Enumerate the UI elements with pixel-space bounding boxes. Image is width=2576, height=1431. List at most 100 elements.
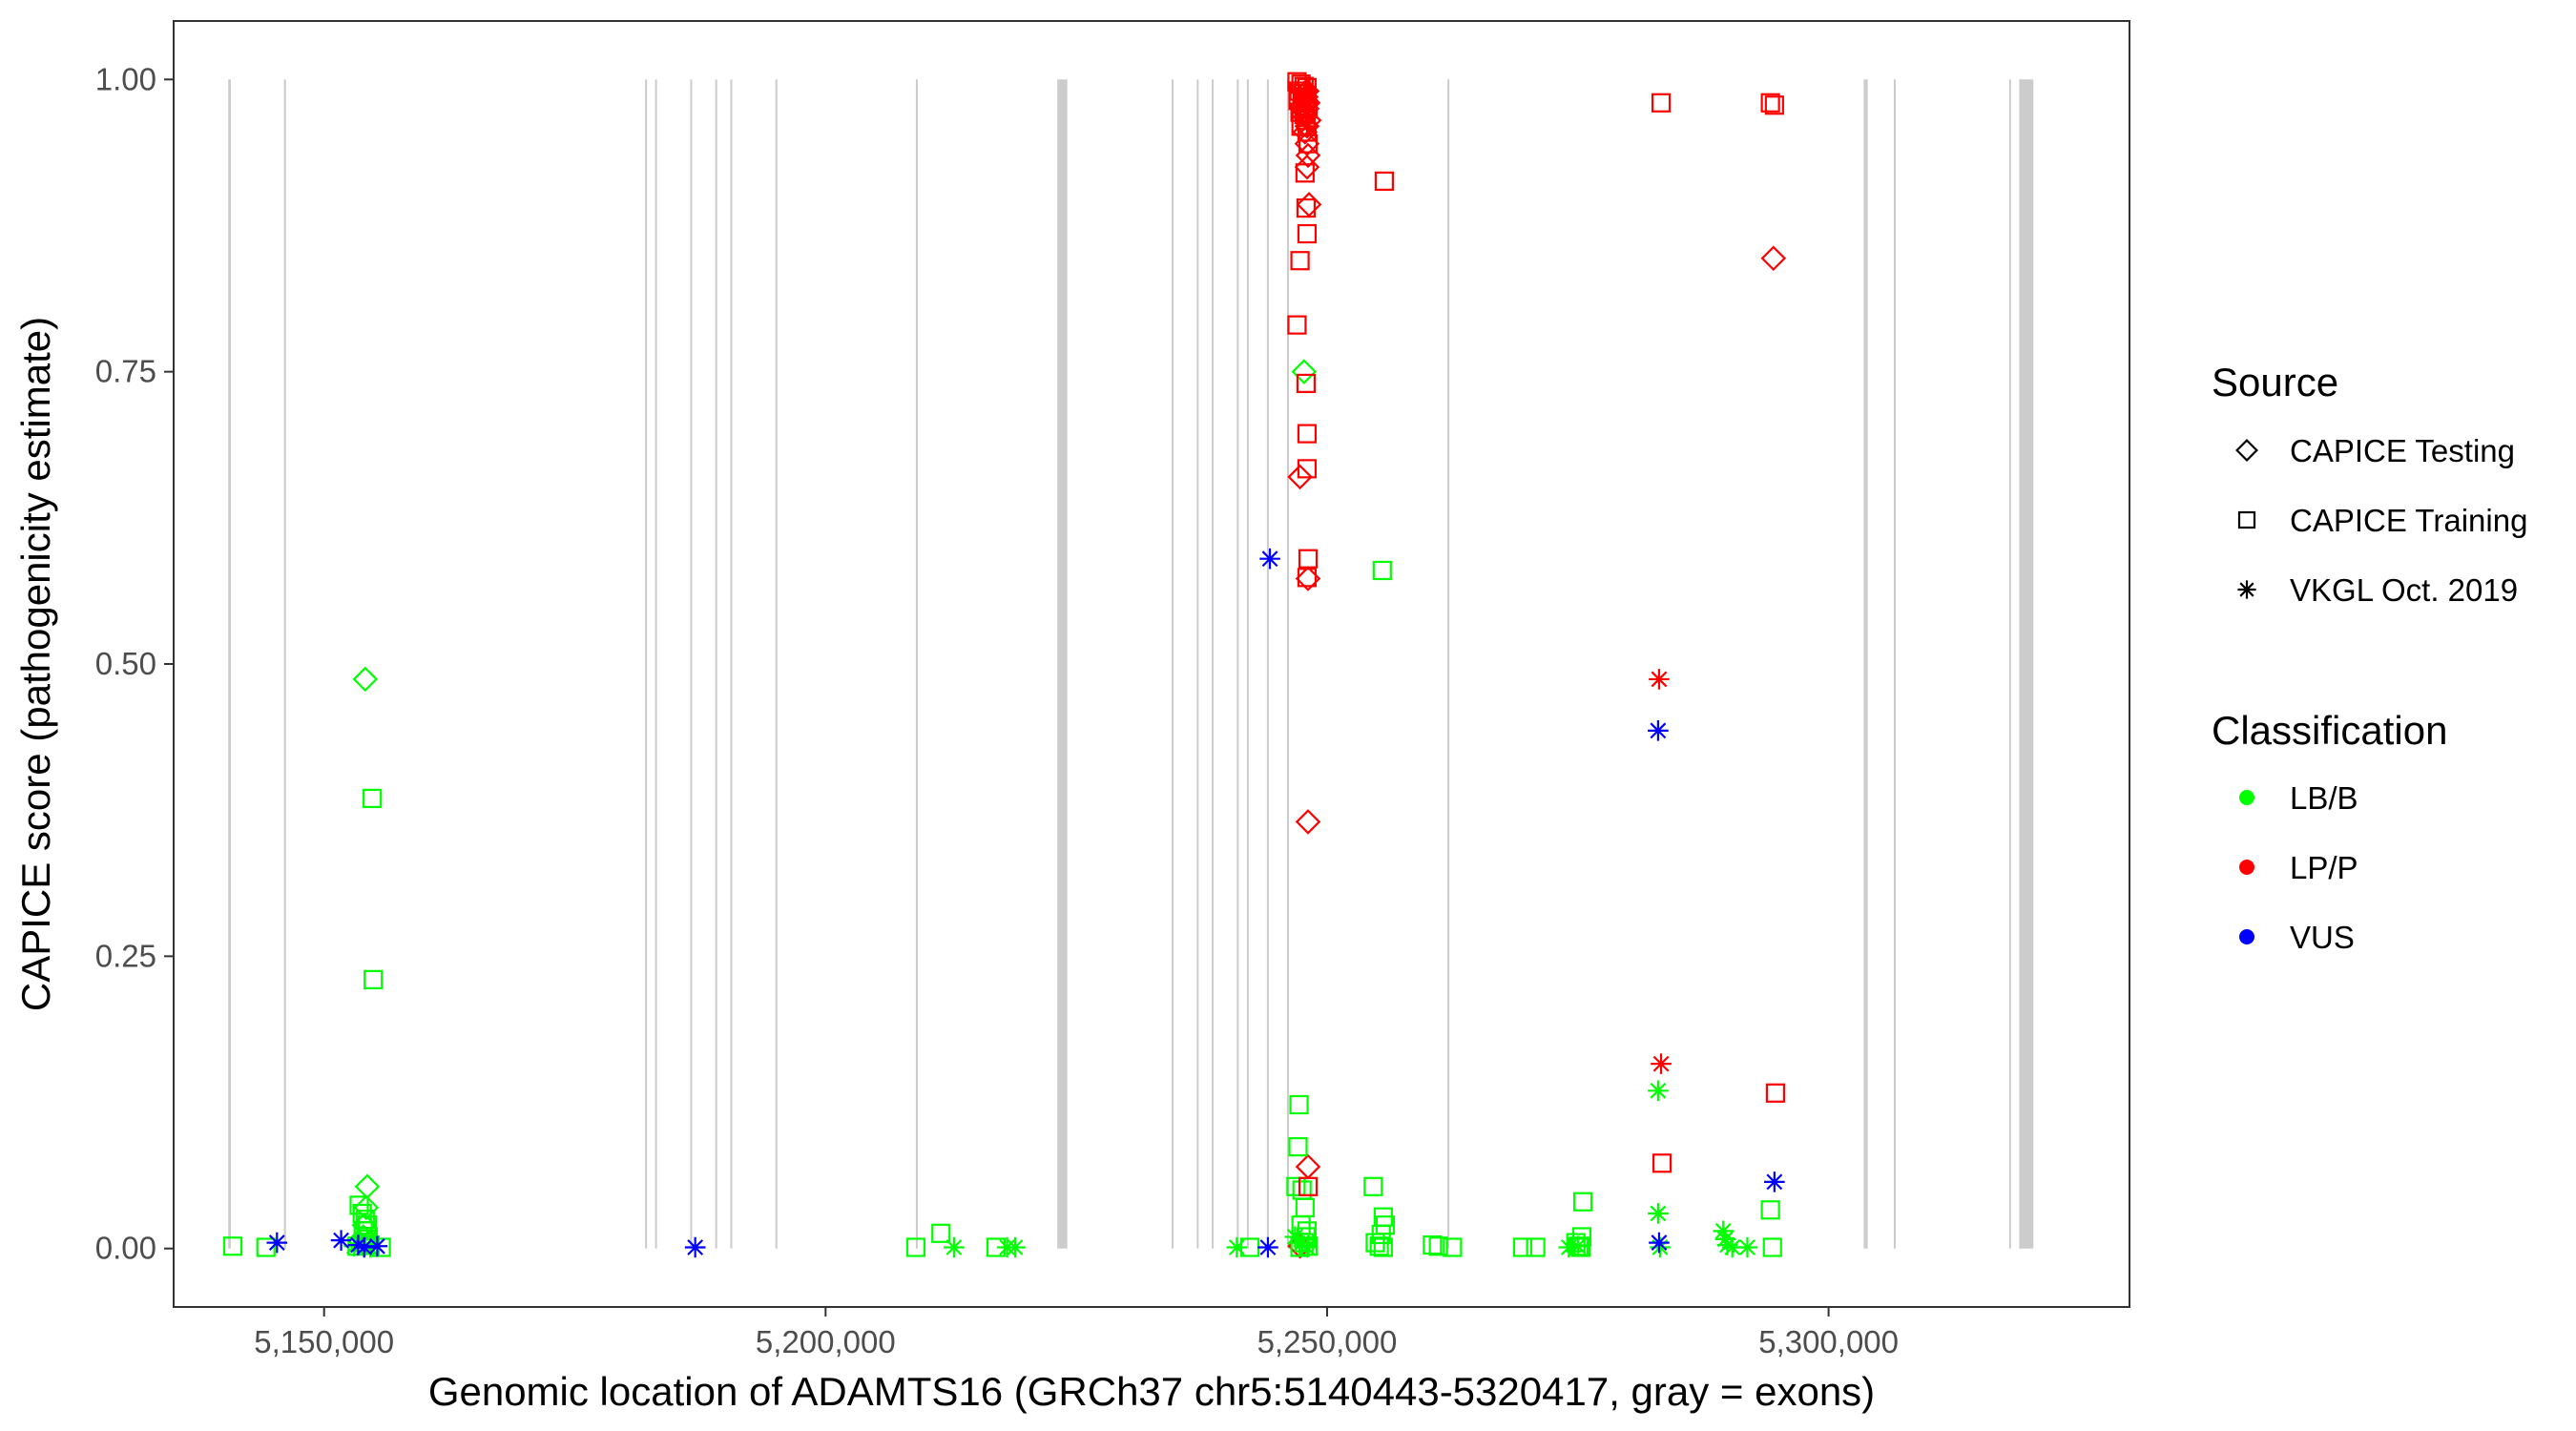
x-tick-label: 5,300,000 <box>1758 1324 1899 1359</box>
y-tick-label: 0.25 <box>95 938 156 973</box>
data-point <box>1289 1094 1309 1115</box>
exon-band <box>730 79 733 1249</box>
x-axis: 5,150,000 5,200,000 5,250,000 5,300,000 <box>254 1307 1899 1359</box>
exon-band <box>1172 79 1174 1249</box>
data-point <box>1295 1153 1321 1180</box>
x-tick-label: 5,150,000 <box>254 1324 394 1359</box>
data-point <box>1649 1232 1670 1254</box>
data-point <box>1649 669 1670 690</box>
data-point <box>931 1223 951 1243</box>
exon-band <box>1212 79 1215 1249</box>
data-point <box>905 1237 926 1257</box>
data-point <box>1297 568 1318 588</box>
data-point <box>1764 95 1784 115</box>
exon-band <box>228 79 231 1249</box>
data-point <box>1290 251 1310 271</box>
exon-band <box>1286 79 1290 1249</box>
data-point <box>222 1236 243 1256</box>
exon-band <box>2008 79 2011 1249</box>
legend-label: CAPICE Testing <box>2290 433 2515 468</box>
data-point <box>1295 1197 1315 1217</box>
data-point <box>1736 1236 1758 1258</box>
x-tick-label: 5,200,000 <box>756 1324 896 1359</box>
legend-key-diamond <box>2235 439 2258 462</box>
data-point <box>944 1236 965 1258</box>
y-tick-label: 0.00 <box>95 1231 156 1266</box>
legend-key-square <box>2237 510 2256 529</box>
data-point <box>1369 1236 1389 1256</box>
data-point <box>1716 1234 1738 1255</box>
data-point <box>1005 1236 1026 1258</box>
data-point <box>1286 1176 1306 1196</box>
data-point <box>352 666 379 693</box>
data-point <box>1297 223 1318 244</box>
legend-label: VKGL Oct. 2019 <box>2290 572 2518 608</box>
legend-label: LB/B <box>2290 780 2358 816</box>
data-point <box>1760 1200 1780 1220</box>
legend-title-source: Source <box>2212 360 2338 404</box>
y-axis: 0.00 0.25 0.50 0.75 1.00 <box>95 61 174 1266</box>
data-point <box>1765 1083 1785 1103</box>
legend-title-classification: Classification <box>2212 708 2447 753</box>
data-point <box>1295 809 1321 835</box>
data-point <box>1764 1172 1785 1192</box>
data-point <box>1572 1192 1593 1212</box>
x-tick-label: 5,250,000 <box>1257 1324 1398 1359</box>
data-point <box>1298 92 1319 114</box>
exon-band <box>715 79 717 1249</box>
legend: Source CAPICE Testing CAPICE Training VKGL … <box>2212 360 2527 955</box>
data-points <box>222 72 1787 1259</box>
data-point <box>1295 163 1315 183</box>
data-point <box>1373 1237 1393 1257</box>
data-point <box>1651 93 1672 113</box>
data-point <box>343 1235 365 1257</box>
legend-label: CAPICE Training <box>2290 503 2527 538</box>
exon-band <box>654 79 657 1249</box>
data-point <box>1287 315 1307 335</box>
data-point <box>1372 560 1392 581</box>
data-point <box>1443 1237 1463 1257</box>
legend-key-dot <box>2239 860 2254 875</box>
y-axis-label: CAPICE score (pathogenicity estimate) <box>13 317 58 1011</box>
data-point <box>353 1236 375 1258</box>
data-point <box>1760 93 1780 113</box>
exon-band <box>775 79 778 1249</box>
data-point <box>684 1236 706 1258</box>
data-point <box>1288 1137 1308 1157</box>
data-point <box>1291 359 1318 384</box>
exon-band <box>690 79 693 1249</box>
data-point <box>1567 1235 1589 1257</box>
exon-band <box>1863 79 1868 1249</box>
data-point <box>1714 1229 1736 1250</box>
data-point <box>363 788 383 809</box>
data-point <box>1296 197 1316 218</box>
data-point <box>1526 1237 1546 1257</box>
legend-label: VUS <box>2290 920 2355 955</box>
y-tick-label: 1.00 <box>95 61 156 96</box>
exon-band <box>915 79 918 1249</box>
data-point <box>366 1235 388 1257</box>
exon-band <box>1266 79 1269 1249</box>
data-point <box>1721 1236 1743 1258</box>
exon-bands <box>228 79 2034 1249</box>
plot-panel-border <box>173 20 2130 1308</box>
data-point <box>256 1237 276 1257</box>
data-point <box>1558 1236 1580 1258</box>
data-point <box>1648 1203 1669 1224</box>
exon-band <box>2019 79 2034 1249</box>
data-point <box>364 969 384 989</box>
legend-key-dot <box>2239 929 2254 944</box>
exon-band <box>1893 79 1897 1249</box>
data-point <box>1296 104 1317 125</box>
data-point <box>1297 115 1318 137</box>
exon-band <box>1196 79 1199 1249</box>
y-tick-label: 0.50 <box>95 646 156 681</box>
data-point <box>330 1230 352 1251</box>
data-point <box>354 1173 381 1200</box>
data-point <box>1651 1053 1672 1074</box>
data-point <box>1259 548 1280 570</box>
data-point <box>347 1234 369 1255</box>
y-tick-label: 0.75 <box>95 354 156 389</box>
data-point <box>1257 1236 1278 1258</box>
legend-label: LP/P <box>2290 850 2358 885</box>
